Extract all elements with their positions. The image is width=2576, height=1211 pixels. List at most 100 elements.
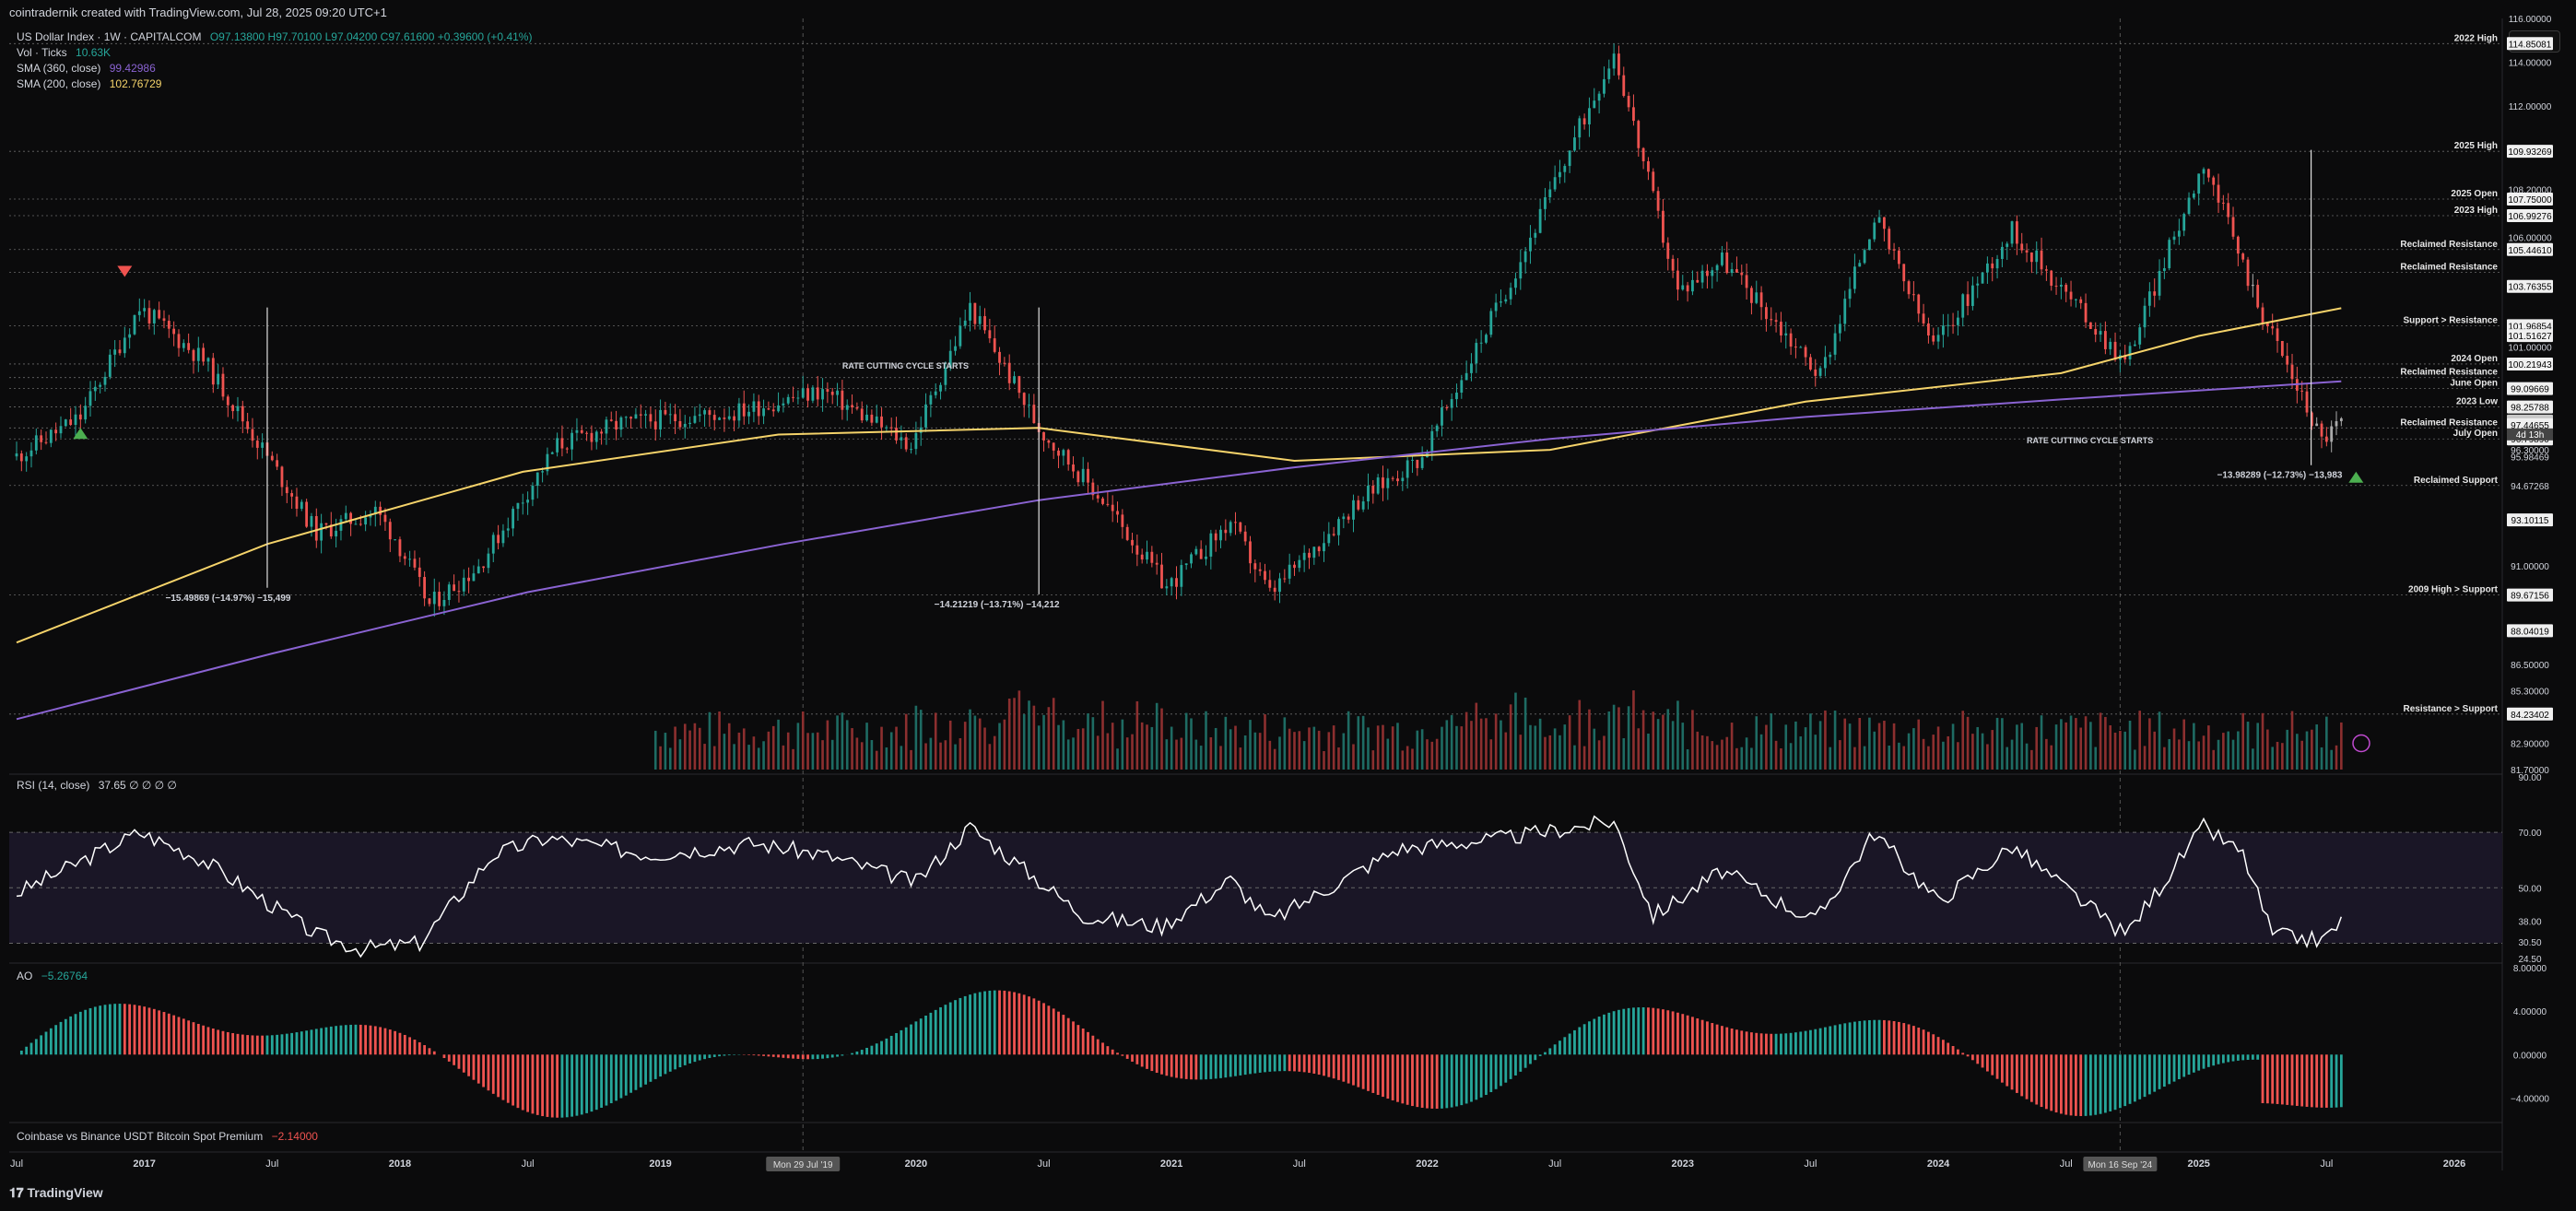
ao-bar (1666, 1010, 1670, 1055)
candle-body (1902, 264, 1906, 282)
volume-bar (845, 720, 849, 770)
ao-bar (1917, 1028, 1921, 1055)
volume-bar (1715, 745, 1719, 770)
volume-bar (1190, 718, 1193, 770)
volume-bar (1656, 719, 1660, 770)
sma360-legend[interactable]: SMA (360, close) 99.42986 (17, 62, 156, 75)
candle-body (1288, 564, 1291, 579)
symbol-name: US Dollar Index · 1W · CAPITALCOM (17, 30, 202, 43)
ao-bar (1317, 1054, 1321, 1076)
candle-body (914, 432, 918, 450)
ao-bar (1612, 1011, 1616, 1055)
ao-bar (2074, 1054, 2077, 1116)
volume-bar (1003, 719, 1006, 770)
ao-bar (1553, 1044, 1557, 1055)
ao-bar (1809, 1029, 1812, 1055)
candle-body (78, 414, 82, 420)
candle-body (1706, 270, 1709, 276)
candle-body (1298, 559, 1301, 569)
ao-bar (1559, 1041, 1561, 1055)
ao-bar (29, 1042, 33, 1055)
volume-bar (2193, 723, 2195, 770)
ao-value: −5.26764 (41, 970, 88, 982)
volume-legend[interactable]: Vol · Ticks 10.63K (17, 46, 111, 59)
ao-bar (1765, 1033, 1768, 1055)
price-label-text: 97.44655 (2511, 421, 2549, 431)
x-tick-label: 2021 (1160, 1158, 1182, 1170)
ao-bar (526, 1054, 529, 1112)
rsi-legend[interactable]: RSI (14, close) 37.65 ∅ ∅ ∅ ∅ (17, 779, 177, 792)
ao-bar (1052, 1008, 1055, 1055)
candle-body (1804, 347, 1807, 358)
candle-body (29, 450, 33, 457)
candle-body (1774, 320, 1778, 323)
ao-bar (1180, 1054, 1183, 1079)
ao-bar (1165, 1054, 1169, 1076)
volume-bar (2178, 739, 2181, 770)
candle-body (2310, 412, 2313, 427)
ao-bar (929, 1012, 933, 1055)
ao-bar (2324, 1054, 2328, 1108)
volume-bar (1784, 724, 1788, 770)
ao-bar (354, 1024, 358, 1055)
candle-body (1632, 107, 1635, 122)
candle-body (1342, 516, 1346, 520)
candle-body (2192, 194, 2195, 198)
ao-bar (963, 995, 967, 1055)
volume-bar (1981, 733, 1984, 770)
candle-body (1947, 324, 1950, 326)
ao-bar (84, 1009, 88, 1055)
ao-bar (757, 1054, 760, 1056)
ao-bar (1475, 1054, 1478, 1100)
ao-bar (2310, 1054, 2313, 1108)
ao-bar (895, 1032, 898, 1055)
candle-body (398, 539, 402, 557)
candle-body (1150, 551, 1154, 563)
volume-bar (1563, 724, 1567, 770)
volume-bar (1794, 721, 1797, 770)
volume-bar (1283, 717, 1287, 770)
candle-body (512, 509, 514, 529)
ao-bar (826, 1054, 829, 1059)
tradingview-logo[interactable]: 𝟏𝟕 TradingView (9, 1185, 103, 1201)
volume-bar (806, 733, 809, 770)
candle-body (1485, 335, 1488, 343)
ao-bar (1435, 1054, 1439, 1110)
ao-bar (600, 1054, 603, 1108)
ao-bar (1140, 1054, 1144, 1067)
volume-bar (1194, 739, 1198, 770)
candle-body (147, 308, 151, 323)
ao-bar (1347, 1054, 1350, 1084)
candle-body (1180, 565, 1183, 587)
candle-body (1666, 242, 1670, 259)
ao-bar (2109, 1054, 2112, 1111)
x-tick-label: Jul (1548, 1158, 1561, 1170)
ao-bar (851, 1052, 853, 1055)
volume-bar (2128, 720, 2132, 770)
premium-legend[interactable]: Coinbase vs Binance USDT Bitcoin Spot Pr… (17, 1130, 318, 1143)
volume-bar (836, 715, 839, 770)
symbol-legend[interactable]: US Dollar Index · 1W · CAPITALCOM O97.13… (17, 30, 532, 43)
ao-bar (202, 1025, 206, 1055)
volume-bar (1671, 721, 1675, 770)
ao-bar (128, 1004, 132, 1055)
ao-bar (1146, 1054, 1148, 1069)
ao-legend[interactable]: AO −5.26764 (17, 970, 88, 982)
ao-bar (1494, 1054, 1498, 1089)
volume-bar (678, 739, 682, 770)
ao-bar (1970, 1054, 1974, 1061)
sma200-legend[interactable]: SMA (200, close) 102.76729 (17, 77, 161, 90)
ao-bar (1500, 1054, 1502, 1087)
candle-body (49, 429, 53, 443)
ao-bar (335, 1026, 338, 1055)
ao-bar (1652, 1007, 1655, 1055)
volume-bar (2054, 724, 2058, 770)
candle-body (128, 334, 132, 338)
price-label-box (2507, 588, 2553, 602)
volume-bar (1818, 721, 1822, 770)
volume-bar (2286, 729, 2288, 770)
rsi-scale-label: 50.00 (2518, 884, 2541, 894)
ao-bar (1951, 1046, 1955, 1055)
ao-bar (1641, 1007, 1645, 1055)
